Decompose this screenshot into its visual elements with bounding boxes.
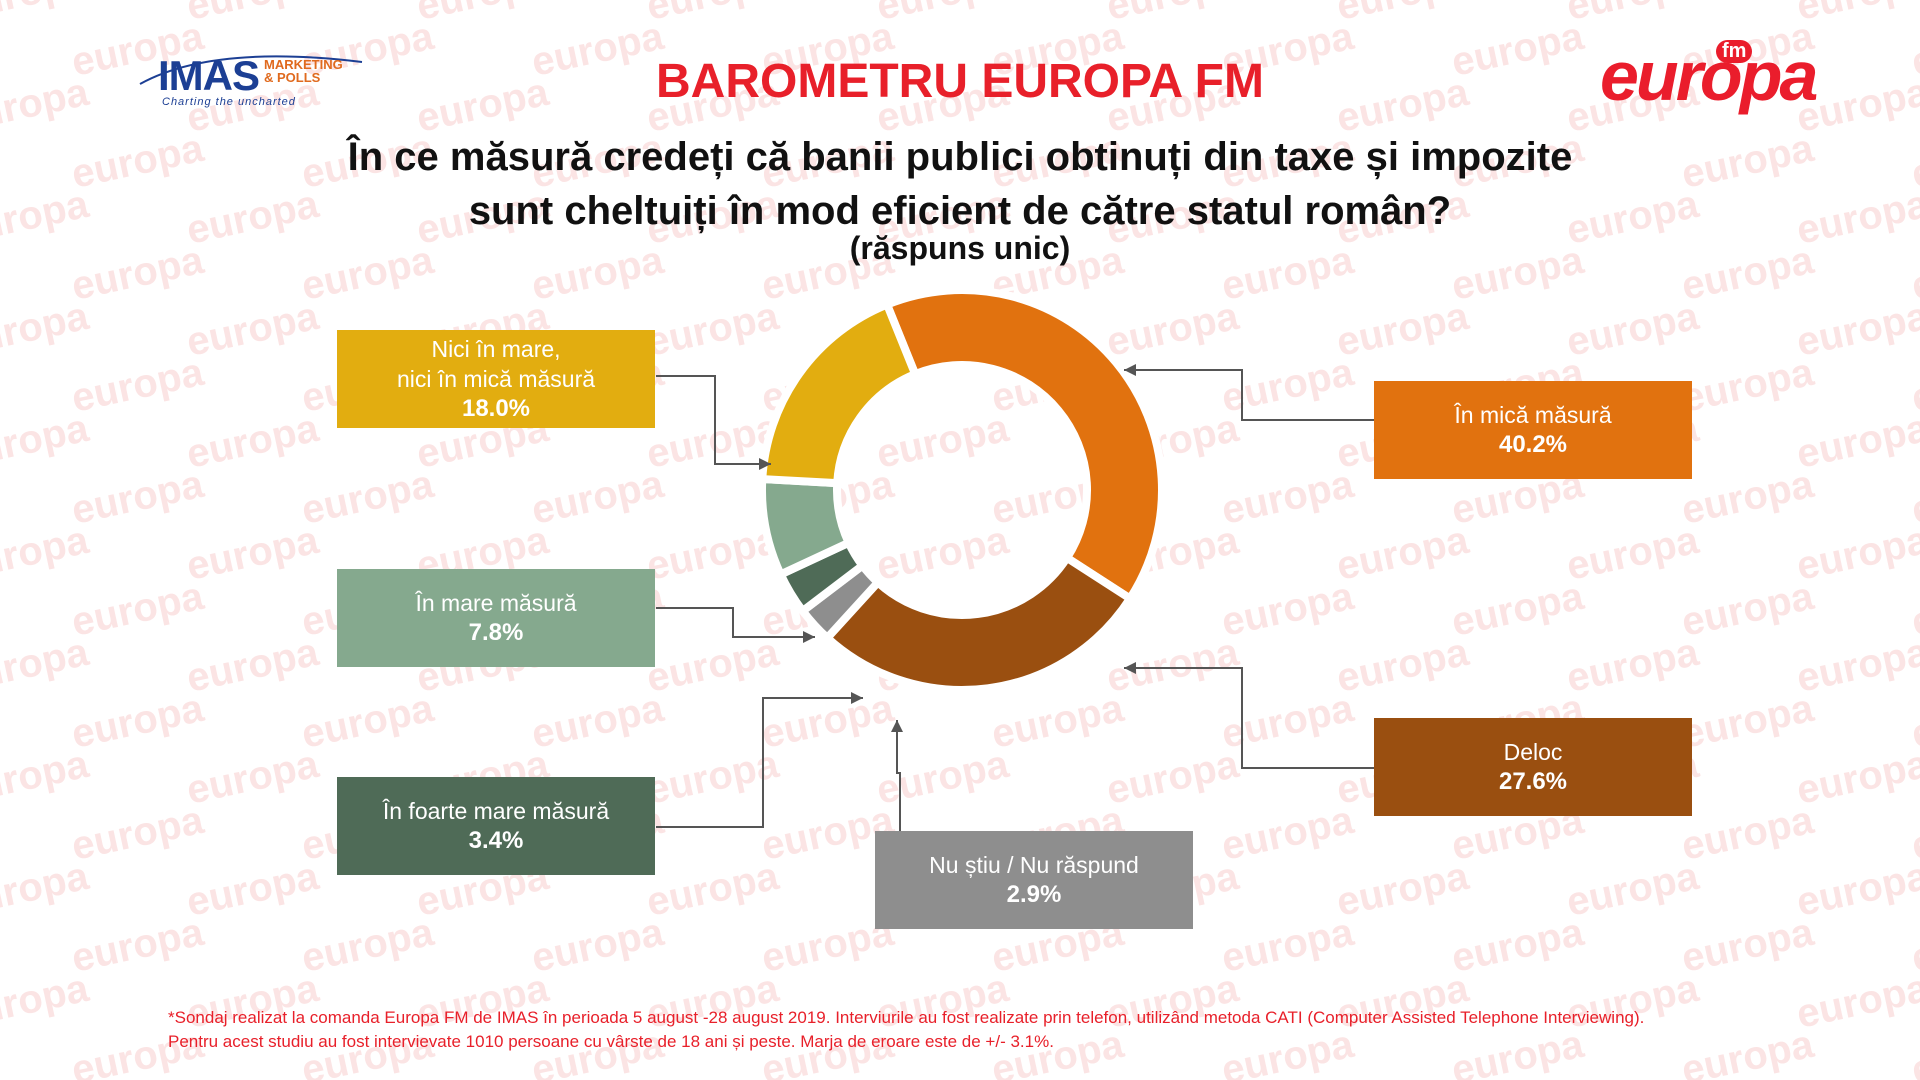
connector-line (1124, 369, 1374, 421)
donut-slice (881, 286, 1166, 605)
europa-logo-fm: fm (1716, 40, 1753, 63)
connector-arrowhead (851, 692, 863, 704)
imas-logo-word: IMAS (158, 52, 260, 99)
connector-line (896, 720, 901, 831)
slice-label-box: În mare măsură 7.8% (337, 569, 655, 667)
connector-arrowhead (803, 631, 815, 643)
imas-logo-sub1: MARKETING (264, 57, 343, 72)
slice-label-text: În foarte mare măsură (382, 798, 610, 824)
page-title: BAROMETRU EUROPA FM (656, 55, 1264, 108)
slice-label-text: În mare măsură (415, 590, 577, 616)
slice-label-box: Nici în mare, nici în mică măsură 18.0% (337, 330, 655, 428)
donut-slice (758, 299, 921, 488)
question-text: În ce măsură credeți că banii publici ob… (0, 130, 1920, 238)
connector-line (1124, 667, 1374, 769)
slice-value-text: 7.8% (468, 619, 524, 646)
slice-label-text: nici în mică măsură (396, 366, 596, 392)
imas-logo: IMAS MARKETING & POLLS Charting the unch… (132, 44, 372, 108)
footnote-line-1: *Sondaj realizat la comanda Europa FM de… (168, 1008, 1645, 1027)
donut-slice (821, 552, 1136, 694)
slice-value-text: 40.2% (1498, 431, 1568, 458)
imas-logo-sub2: & POLLS (264, 70, 321, 85)
slice-label-box: Deloc 27.6% (1374, 718, 1692, 816)
connector-arrowhead (759, 458, 771, 470)
slice-label-text: Nici în mare, (431, 336, 561, 362)
slice-label-text: Deloc (1503, 739, 1563, 765)
connector-arrowhead (891, 720, 903, 732)
slice-label-text: Nu știu / Nu răspund (929, 852, 1139, 878)
slice-value-text: 3.4% (468, 827, 524, 854)
europa-fm-logo: europa fm (1596, 36, 1856, 116)
connector-arrowhead (1124, 364, 1136, 376)
slice-value-text: 18.0% (461, 395, 531, 422)
slice-label-box: În foarte mare măsură 3.4% (337, 777, 655, 875)
connector-arrowhead (1124, 662, 1136, 674)
slice-label-box: În mică măsură 40.2% (1374, 381, 1692, 479)
question-line-1: În ce măsură credeți că banii publici ob… (347, 135, 1573, 179)
question-line-2: sunt cheltuiți în mod eficient de către … (468, 189, 1452, 233)
slice-label-text: În mică măsură (1454, 402, 1612, 428)
footnote: *Sondaj realizat la comanda Europa FM de… (168, 1006, 1868, 1054)
slice-label-box: Nu știu / Nu răspund 2.9% (875, 831, 1193, 929)
question-subtitle: (răspuns unic) (849, 230, 1071, 266)
imas-swoosh-icon (139, 55, 363, 85)
connector-line (656, 375, 771, 465)
imas-logo-sub: MARKETING & POLLS (264, 58, 343, 84)
europa-logo-word: europa (1600, 37, 1818, 115)
slice-value-text: 27.6% (1498, 768, 1568, 795)
slice-value-text: 2.9% (1006, 881, 1062, 908)
connector-line (656, 697, 863, 828)
imas-logo-tagline: Charting the uncharted (162, 96, 296, 108)
connector-line (656, 607, 815, 638)
footnote-line-2: Pentru acest studiu au fost intervievate… (168, 1032, 1054, 1051)
